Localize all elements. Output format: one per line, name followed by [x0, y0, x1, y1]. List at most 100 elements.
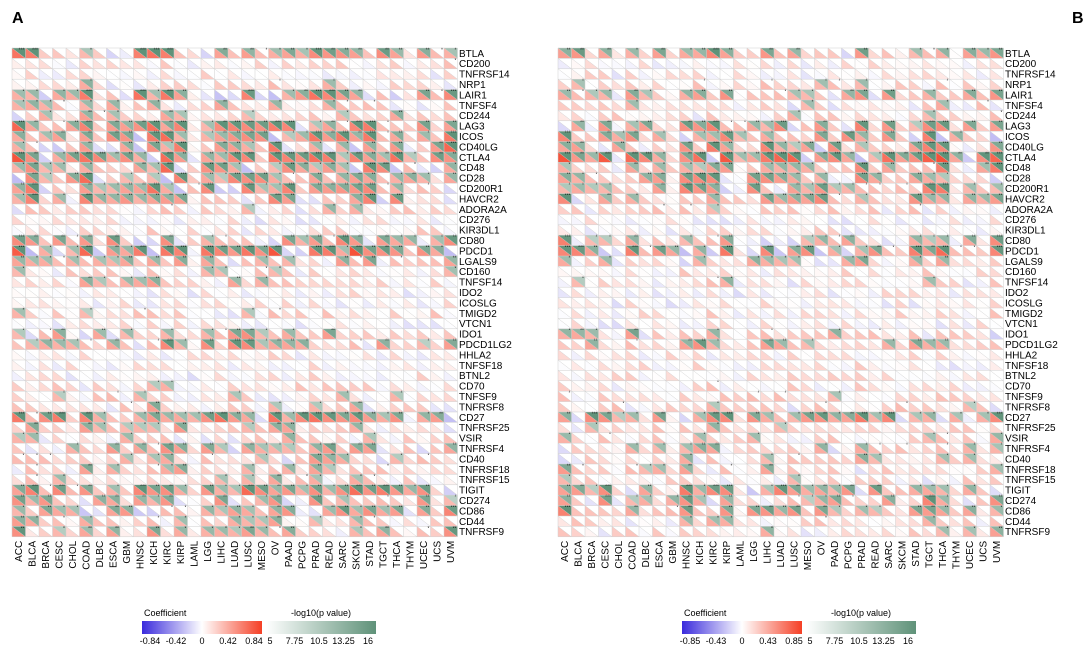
heatmap-cell: ***	[443, 89, 458, 101]
heatmap-cell	[362, 79, 377, 90]
heatmap-cell	[430, 328, 445, 340]
heatmap-cell: *	[52, 162, 67, 173]
heatmap-cell: ***	[200, 183, 215, 194]
heatmap-cell	[38, 224, 53, 236]
heatmap-cell	[160, 307, 175, 319]
cell-diagonal	[65, 99, 80, 111]
significance-stars: **	[21, 255, 25, 261]
cell-diagonal	[362, 99, 377, 111]
heatmap-cell: *	[362, 99, 377, 111]
heatmap-cell: ***	[268, 193, 283, 205]
heatmap-cell	[389, 58, 404, 69]
heatmap-cell	[173, 79, 188, 90]
significance-stars: *	[320, 120, 322, 126]
significance-stars: *	[279, 79, 281, 85]
significance-stars: **	[129, 120, 133, 126]
significance-stars: **	[318, 183, 322, 189]
heatmap-cell	[349, 318, 364, 329]
heatmap-cell	[214, 287, 229, 298]
heatmap-cell	[92, 287, 107, 298]
cell-diagonal	[389, 68, 404, 80]
significance-stars: ***	[235, 172, 241, 178]
heatmap-cell: *	[173, 110, 188, 121]
cell-diagonal	[65, 141, 80, 153]
cell-diagonal	[362, 151, 377, 163]
heatmap-cell: *	[376, 120, 391, 132]
heatmap-cell: ***	[146, 120, 161, 132]
heatmap-cell	[52, 359, 67, 371]
heatmap-cell: **	[389, 131, 404, 142]
heatmap-cell	[65, 131, 80, 142]
heatmap-cell	[349, 359, 364, 371]
cell-diagonal	[308, 89, 323, 101]
cell-diagonal	[92, 151, 107, 163]
heatmap-cell	[11, 391, 26, 402]
significance-stars: *	[131, 401, 133, 407]
heatmap-cell: **	[79, 276, 94, 288]
heatmap-cell: **	[362, 172, 377, 184]
cell-diagonal	[295, 47, 310, 59]
heatmap-cell	[335, 297, 350, 309]
heatmap-cell: **	[173, 151, 188, 163]
heatmap-cell	[308, 193, 323, 205]
significance-stars: *	[23, 193, 25, 199]
significance-stars: **	[115, 120, 119, 126]
significance-stars: **	[385, 235, 389, 241]
heatmap-cell: *	[65, 339, 80, 350]
cell-diagonal	[106, 120, 121, 132]
heatmap-cell: **	[227, 276, 242, 288]
cell-diagonal	[79, 151, 94, 163]
cell-diagonal	[200, 89, 215, 101]
significance-stars: *	[36, 141, 38, 147]
heatmap-cell	[443, 401, 458, 413]
significance-stars: *	[414, 151, 416, 157]
significance-stars: **	[453, 255, 457, 261]
cell-diagonal	[430, 47, 445, 59]
significance-stars: *	[63, 151, 65, 157]
heatmap-cell	[308, 79, 323, 90]
heatmap-cell: **	[25, 235, 40, 246]
cell-diagonal	[443, 151, 458, 163]
significance-stars: **	[331, 131, 335, 137]
significance-stars: *	[50, 245, 52, 251]
cell-diagonal	[403, 162, 418, 173]
heatmap-cell	[430, 297, 445, 309]
cell-diagonal	[322, 68, 337, 80]
significance-stars: **	[223, 131, 227, 137]
heatmap-cell	[295, 141, 310, 153]
significance-stars: **	[264, 131, 268, 137]
heatmap-cell	[322, 359, 337, 371]
cell-diagonal	[349, 120, 364, 132]
significance-stars: *	[320, 141, 322, 147]
significance-stars: ***	[248, 89, 254, 95]
heatmap-cell: *	[92, 193, 107, 205]
heatmap-cell	[187, 214, 202, 225]
heatmap-cell: *	[254, 276, 269, 288]
heatmap-cell: *	[254, 339, 269, 350]
heatmap-cell	[187, 255, 202, 267]
cell-diagonal	[106, 68, 121, 80]
heatmap-cell: ***	[227, 172, 242, 184]
heatmap-cell	[403, 255, 418, 267]
cell-diagonal	[214, 47, 229, 59]
significance-stars: ***	[208, 183, 214, 189]
heatmap-cell: *	[214, 235, 229, 246]
heatmap-cell	[52, 58, 67, 69]
heatmap-cell	[443, 203, 458, 215]
significance-stars: ***	[356, 151, 362, 157]
cell-diagonal	[376, 131, 391, 142]
heatmap-cell: **	[106, 235, 121, 246]
cell-diagonal	[322, 110, 337, 121]
heatmap-cell	[52, 172, 67, 184]
heatmap-cell: **	[200, 172, 215, 184]
heatmap-cell	[295, 255, 310, 267]
heatmap-cell	[389, 99, 404, 111]
heatmap-cell: *	[11, 99, 26, 111]
significance-stars: **	[358, 401, 362, 407]
heatmap-cell	[200, 89, 215, 101]
significance-stars: **	[142, 120, 146, 126]
cell-diagonal	[146, 151, 161, 163]
heatmap-cell	[295, 276, 310, 288]
cell-diagonal	[241, 68, 256, 80]
significance-stars: *	[90, 162, 92, 168]
